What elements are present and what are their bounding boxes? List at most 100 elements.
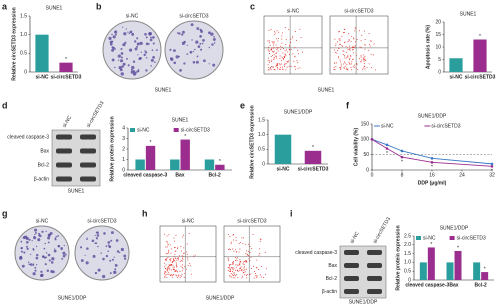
colony [28,263,31,266]
colony [20,247,23,250]
bar [145,145,156,170]
colony [125,28,127,30]
panel-letter: c [250,1,255,11]
colony [85,261,89,265]
event-dot [265,268,267,270]
y-tick-label: 1.0 [404,260,411,266]
event-dot [281,46,283,48]
colony [208,46,211,49]
event-dot [245,261,247,263]
colony [114,268,117,271]
event-dot [168,267,170,269]
event-dot [165,271,167,273]
colony [45,230,47,233]
event-dot [290,41,292,43]
event-dot [346,47,348,49]
event-dot [178,274,180,276]
chart-title: SUNE1 [46,5,63,11]
event-dot [292,53,294,55]
event-dot [295,39,297,41]
protein-label: Bcl-2 [326,276,338,282]
event-dot [180,250,182,252]
colony [136,37,139,40]
panel-letter: h [142,208,148,218]
colony [114,263,118,267]
colony [107,250,109,252]
event-dot [259,248,261,250]
event-dot [360,55,362,57]
significance-mark: * [431,165,433,171]
event-dot [235,239,237,241]
event-dot [276,57,278,59]
event-dot [246,253,248,255]
panel-letter: g [2,208,8,218]
event-dot [342,53,344,55]
panel-letter: a [2,1,8,11]
event-dot [285,39,287,41]
colony [152,42,155,45]
panel-letter: b [96,1,102,11]
legend-label: si-circSETD3 [457,235,486,241]
event-dot [249,260,251,262]
colony [117,54,121,58]
significance-mark: * [479,34,481,40]
event-dot [279,58,281,60]
event-dot [347,40,349,42]
event-dot [232,266,234,268]
event-dot [170,258,172,260]
event-dot [188,232,190,234]
colony [34,269,37,272]
colony [29,253,32,256]
colony [80,259,84,262]
colony [34,266,37,269]
colony [120,59,124,63]
event-dot [270,69,272,71]
event-dot [292,37,294,39]
event-dot [170,264,172,266]
event-dot [268,50,270,52]
colony [41,230,44,233]
band [56,162,72,168]
colony [114,33,117,36]
colony [128,48,133,52]
event-dot [339,40,341,42]
event-dot [365,60,367,62]
colony [148,43,150,45]
event-dot [242,272,244,274]
event-dot [343,68,345,70]
event-dot [267,50,269,52]
colony [196,27,200,30]
event-dot [272,51,274,53]
event-dot [285,49,287,51]
legend-swatch [130,128,135,132]
event-dot [168,249,170,251]
y-axis-label: Relative circSETD3 expression [11,7,17,80]
event-dot [337,49,339,51]
event-dot [268,42,270,44]
event-dot [230,268,232,270]
event-dot [362,58,364,60]
colony [112,35,116,39]
event-dot [369,40,371,42]
event-dot [179,275,181,277]
lane-label: si-circSETD3 [372,216,392,244]
colony [50,261,54,264]
event-dot [295,68,297,70]
colony [192,60,196,64]
colony [47,253,51,257]
event-dot [339,61,341,63]
event-dot [363,60,365,62]
event-dot [230,263,232,265]
event-dot [244,269,246,271]
event-dot [267,46,269,48]
event-dot [171,274,173,276]
event-dot [288,65,290,67]
colony [97,268,101,272]
event-dot [375,69,377,71]
colony [103,232,106,235]
band [367,263,382,268]
event-dot [166,259,168,261]
colony [208,31,211,35]
y-axis-label: Cell viability (%) [353,127,359,166]
event-dot [166,235,168,237]
